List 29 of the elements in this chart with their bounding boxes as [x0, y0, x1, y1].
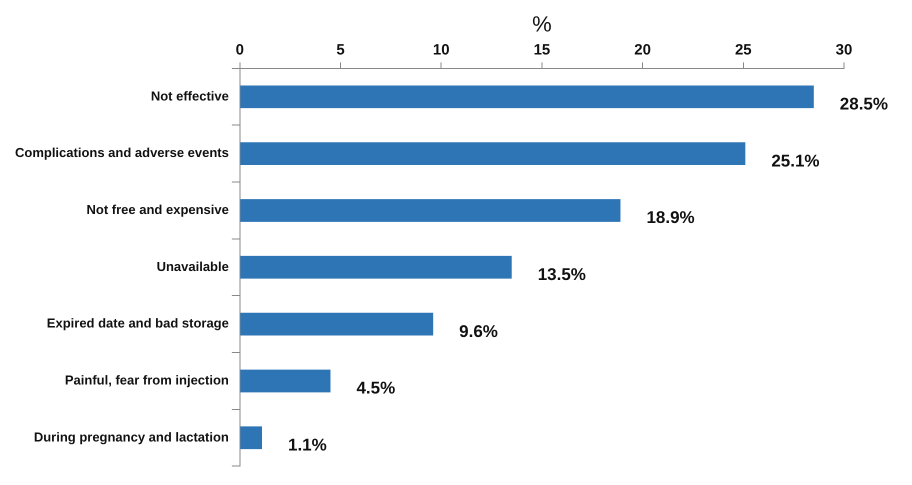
- y-tick-label: Complications and adverse events: [14, 145, 229, 160]
- data-label: 18.9%: [646, 208, 695, 228]
- data-label: 1.1%: [288, 435, 327, 454]
- y-tick-label: Not free and expensive: [86, 202, 229, 218]
- x-axis-title: %: [532, 11, 552, 36]
- bar: [240, 199, 620, 222]
- bar: [240, 256, 512, 279]
- bar: [240, 312, 434, 336]
- y-tick-label: Expired date and bad storage: [46, 316, 229, 331]
- y-tick-label: Not effective: [150, 88, 229, 104]
- bar: [240, 370, 330, 392]
- y-tick-label: Unavailable: [156, 258, 229, 274]
- data-label: 25.1%: [771, 151, 820, 170]
- x-tick-label: 5: [336, 42, 345, 59]
- x-tick-label: 30: [836, 42, 852, 59]
- x-tick-label: 20: [634, 42, 651, 59]
- data-label: 28.5%: [840, 94, 888, 114]
- x-tick-label: 15: [534, 42, 550, 59]
- data-label: 9.6%: [459, 322, 498, 341]
- y-tick-label: During pregnancy and lactation: [34, 429, 229, 444]
- x-tick-label: 0: [236, 42, 244, 59]
- data-label: 4.5%: [356, 378, 396, 398]
- data-label: 13.5%: [538, 264, 586, 284]
- bar: [240, 142, 746, 166]
- bar: [240, 426, 262, 450]
- bar: [240, 85, 814, 108]
- x-tick-label: 25: [734, 42, 752, 59]
- x-tick-label: 10: [432, 42, 450, 59]
- y-tick-label: Painful, fear from injection: [64, 372, 229, 388]
